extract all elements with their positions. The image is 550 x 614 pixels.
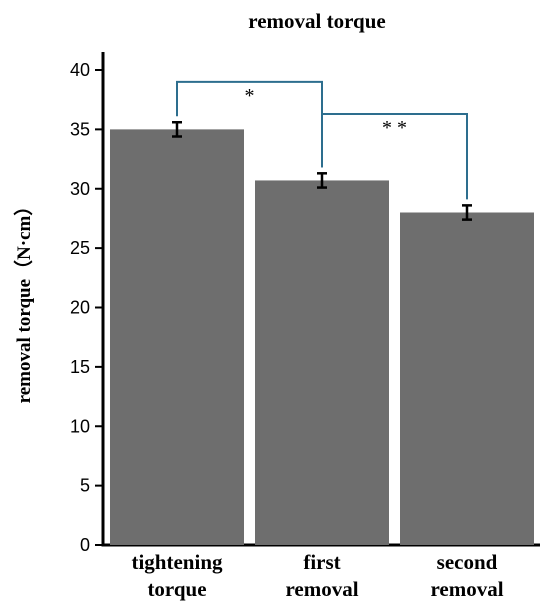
bars	[110, 129, 534, 545]
y-tick-label: 25	[70, 238, 90, 258]
y-tick-label: 40	[70, 60, 90, 80]
error-bar	[462, 204, 472, 221]
x-tick-label-line: tightening	[131, 550, 223, 574]
y-tick-label: 5	[80, 476, 90, 496]
significance-bracket	[321, 112, 468, 200]
y-tick-label: 30	[70, 179, 90, 199]
y-tick-label: 15	[70, 357, 90, 377]
bar	[255, 180, 389, 545]
y-tick-label: 35	[70, 119, 90, 139]
x-tick-label-line: torque	[147, 577, 206, 601]
x-tick-label-line: first	[303, 550, 340, 574]
chart-title: removal torque	[248, 9, 385, 33]
significance-label: *	[245, 85, 255, 107]
x-tick-label: tightening torque	[131, 550, 223, 601]
error-bar	[317, 172, 327, 189]
y-tick-label: 20	[70, 298, 90, 318]
x-tick-labels: tightening torque first removal second remova…	[131, 550, 503, 601]
bar	[400, 212, 534, 545]
x-tick-label: first removal	[285, 550, 358, 601]
x-tick-label: second removal	[430, 550, 503, 601]
x-tick-label-line: second	[437, 550, 498, 574]
x-tick-label-line: removal	[430, 577, 503, 601]
significance-label: * *	[382, 117, 407, 139]
x-tick-label-line: removal	[285, 577, 358, 601]
bar	[110, 129, 244, 545]
significance-brackets: * * *	[176, 80, 468, 200]
y-axis-label: removal torque（N·cm）	[12, 197, 35, 404]
error-bar	[172, 121, 182, 138]
y-tick-label: 10	[70, 416, 90, 436]
error-bars	[172, 121, 472, 221]
y-tick-label: 0	[80, 535, 90, 555]
